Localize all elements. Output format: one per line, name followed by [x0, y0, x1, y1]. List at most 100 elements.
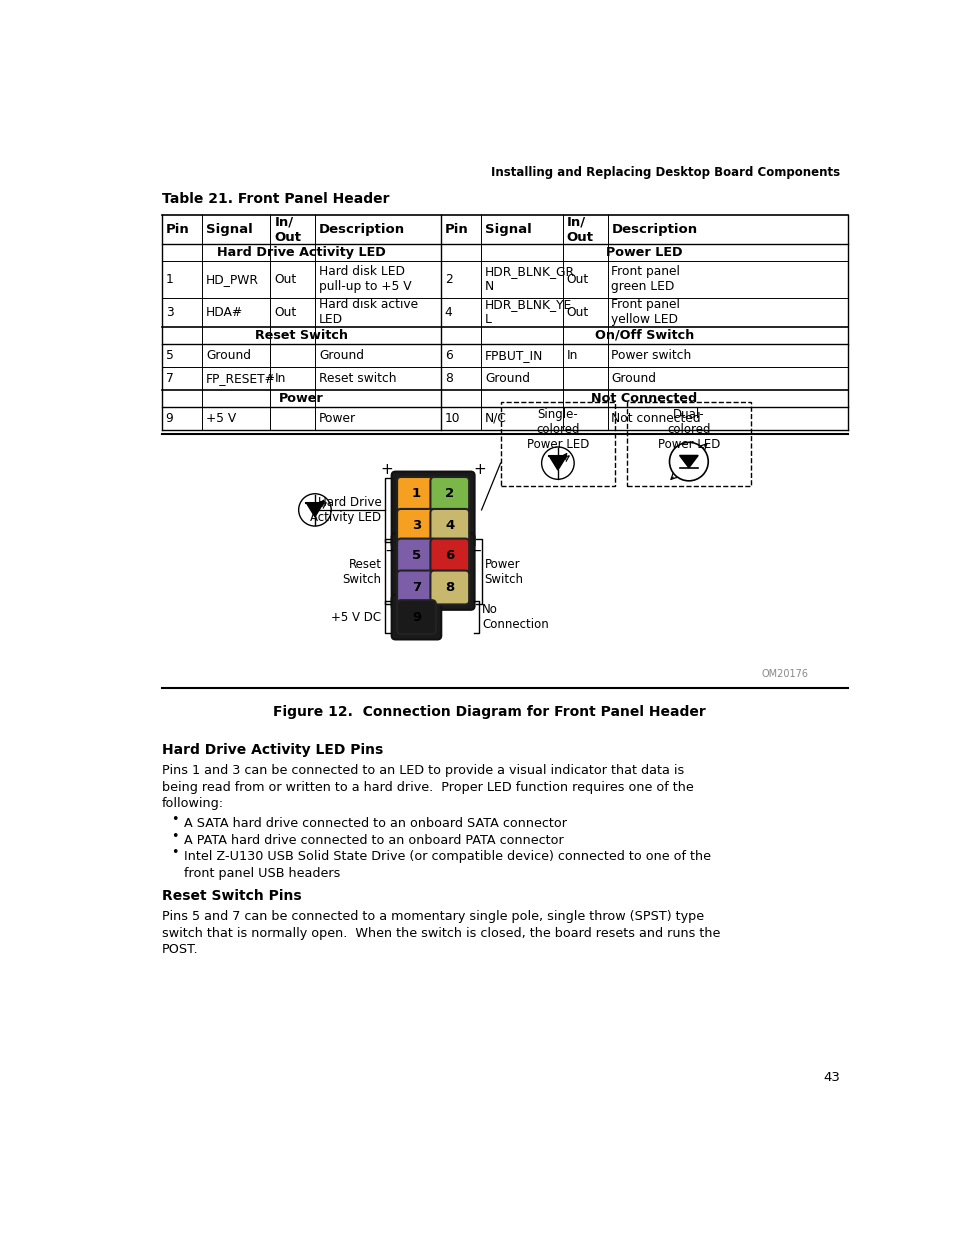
Text: Description: Description	[319, 224, 405, 236]
Text: 8: 8	[444, 372, 452, 385]
FancyBboxPatch shape	[396, 477, 436, 511]
Text: being read from or written to a hard drive.  Proper LED function requires one of: being read from or written to a hard dri…	[162, 781, 693, 794]
Text: +: +	[380, 462, 393, 477]
Text: Out: Out	[274, 273, 296, 287]
Text: Pin: Pin	[166, 224, 190, 236]
Text: N/C: N/C	[484, 412, 506, 425]
Text: 3: 3	[166, 306, 173, 319]
Text: Hard disk active
LED: Hard disk active LED	[319, 298, 417, 326]
Text: Not Connected: Not Connected	[591, 391, 697, 405]
Text: Out: Out	[566, 306, 588, 319]
Text: 6: 6	[445, 550, 454, 562]
Text: Front panel
yellow LED: Front panel yellow LED	[611, 298, 679, 326]
Text: POST.: POST.	[162, 944, 198, 956]
Text: +5 V DC: +5 V DC	[331, 610, 381, 624]
Text: –: –	[473, 543, 480, 558]
Text: 1: 1	[412, 488, 420, 500]
FancyBboxPatch shape	[396, 538, 436, 573]
Text: Pins 1 and 3 can be connected to an LED to provide a visual indicator that data : Pins 1 and 3 can be connected to an LED …	[162, 764, 683, 777]
Text: FP_RESET#: FP_RESET#	[206, 372, 275, 385]
Text: •: •	[171, 830, 178, 842]
Text: Signal: Signal	[206, 224, 253, 236]
FancyBboxPatch shape	[396, 571, 436, 604]
FancyBboxPatch shape	[430, 509, 469, 543]
Polygon shape	[679, 456, 698, 468]
Text: Hard Drive Activity LED: Hard Drive Activity LED	[216, 247, 385, 259]
Text: Intel Z-U130 USB Solid State Drive (or compatible device) connected to one of th: Intel Z-U130 USB Solid State Drive (or c…	[183, 850, 710, 863]
Text: switch that is normally open.  When the switch is closed, the board resets and r: switch that is normally open. When the s…	[162, 926, 720, 940]
Text: Hard Drive
Activity LED: Hard Drive Activity LED	[310, 496, 381, 524]
Text: Installing and Replacing Desktop Board Components: Installing and Replacing Desktop Board C…	[491, 165, 840, 179]
Text: Reset
Switch: Reset Switch	[342, 557, 381, 585]
Text: •: •	[171, 813, 178, 826]
Text: Hard Drive Activity LED Pins: Hard Drive Activity LED Pins	[162, 743, 383, 757]
Text: HDA#: HDA#	[206, 306, 243, 319]
Text: Power: Power	[319, 412, 356, 425]
Text: 10: 10	[444, 412, 459, 425]
Text: Single-
colored
Power LED: Single- colored Power LED	[526, 408, 588, 451]
Text: 9: 9	[166, 412, 173, 425]
FancyBboxPatch shape	[396, 509, 436, 543]
Text: A PATA hard drive connected to an onboard PATA connector: A PATA hard drive connected to an onboar…	[183, 834, 562, 846]
Text: Pin: Pin	[444, 224, 468, 236]
Text: 1: 1	[166, 273, 173, 287]
Text: 8: 8	[445, 580, 454, 594]
Text: Description: Description	[611, 224, 697, 236]
Text: HD_PWR: HD_PWR	[206, 273, 258, 287]
Polygon shape	[549, 456, 566, 471]
Text: In/
Out: In/ Out	[274, 216, 301, 243]
Text: Power: Power	[278, 391, 323, 405]
Text: Reset Switch Pins: Reset Switch Pins	[162, 889, 301, 903]
Text: •: •	[171, 846, 178, 860]
Text: Signal: Signal	[484, 224, 531, 236]
FancyBboxPatch shape	[392, 534, 474, 610]
Text: OM20176: OM20176	[761, 668, 808, 679]
Text: Power
Switch: Power Switch	[484, 557, 523, 585]
FancyBboxPatch shape	[392, 472, 474, 548]
Text: In: In	[566, 348, 578, 362]
Text: Front panel
green LED: Front panel green LED	[611, 266, 679, 294]
Polygon shape	[306, 503, 323, 516]
Text: Ground: Ground	[319, 348, 364, 362]
Text: Power LED: Power LED	[605, 247, 681, 259]
Text: 2: 2	[444, 273, 452, 287]
Text: Power switch: Power switch	[611, 348, 691, 362]
Text: –: –	[385, 543, 393, 558]
Text: 2: 2	[445, 488, 454, 500]
Text: 5: 5	[166, 348, 173, 362]
Text: Out: Out	[274, 306, 296, 319]
Text: Reset switch: Reset switch	[319, 372, 396, 385]
Text: On/Off Switch: On/Off Switch	[594, 329, 693, 342]
Text: Hard disk LED
pull-up to +5 V: Hard disk LED pull-up to +5 V	[319, 266, 412, 294]
Text: Dual-
colored
Power LED: Dual- colored Power LED	[657, 408, 720, 451]
Text: 43: 43	[822, 1071, 840, 1084]
Text: Pins 5 and 7 can be connected to a momentary single pole, single throw (SPST) ty: Pins 5 and 7 can be connected to a momen…	[162, 910, 703, 923]
FancyBboxPatch shape	[392, 595, 441, 640]
Text: Ground: Ground	[206, 348, 251, 362]
Text: Reset Switch: Reset Switch	[254, 329, 348, 342]
Bar	[500, 401, 615, 487]
Text: Not connected: Not connected	[611, 412, 700, 425]
Text: Ground: Ground	[484, 372, 530, 385]
Text: No
Connection: No Connection	[482, 603, 549, 631]
Text: front panel USB headers: front panel USB headers	[183, 867, 339, 879]
Text: Out: Out	[566, 273, 588, 287]
Text: Figure 12.  Connection Diagram for Front Panel Header: Figure 12. Connection Diagram for Front …	[273, 705, 704, 719]
Text: A SATA hard drive connected to an onboard SATA connector: A SATA hard drive connected to an onboar…	[183, 816, 566, 830]
Text: 4: 4	[445, 520, 454, 532]
Text: 6: 6	[444, 348, 452, 362]
Text: In/
Out: In/ Out	[566, 216, 593, 243]
Text: In: In	[274, 372, 285, 385]
Text: 9: 9	[412, 610, 420, 624]
Text: following:: following:	[162, 798, 224, 810]
Text: 7: 7	[412, 580, 420, 594]
Text: 4: 4	[444, 306, 452, 319]
Bar	[626, 401, 750, 487]
FancyBboxPatch shape	[430, 571, 469, 604]
Text: Table 21. Front Panel Header: Table 21. Front Panel Header	[162, 193, 389, 206]
Text: 3: 3	[412, 520, 420, 532]
FancyBboxPatch shape	[430, 477, 469, 511]
Text: Ground: Ground	[611, 372, 656, 385]
Text: HDR_BLNK_GR
N: HDR_BLNK_GR N	[484, 266, 575, 294]
Text: FPBUT_IN: FPBUT_IN	[484, 348, 543, 362]
